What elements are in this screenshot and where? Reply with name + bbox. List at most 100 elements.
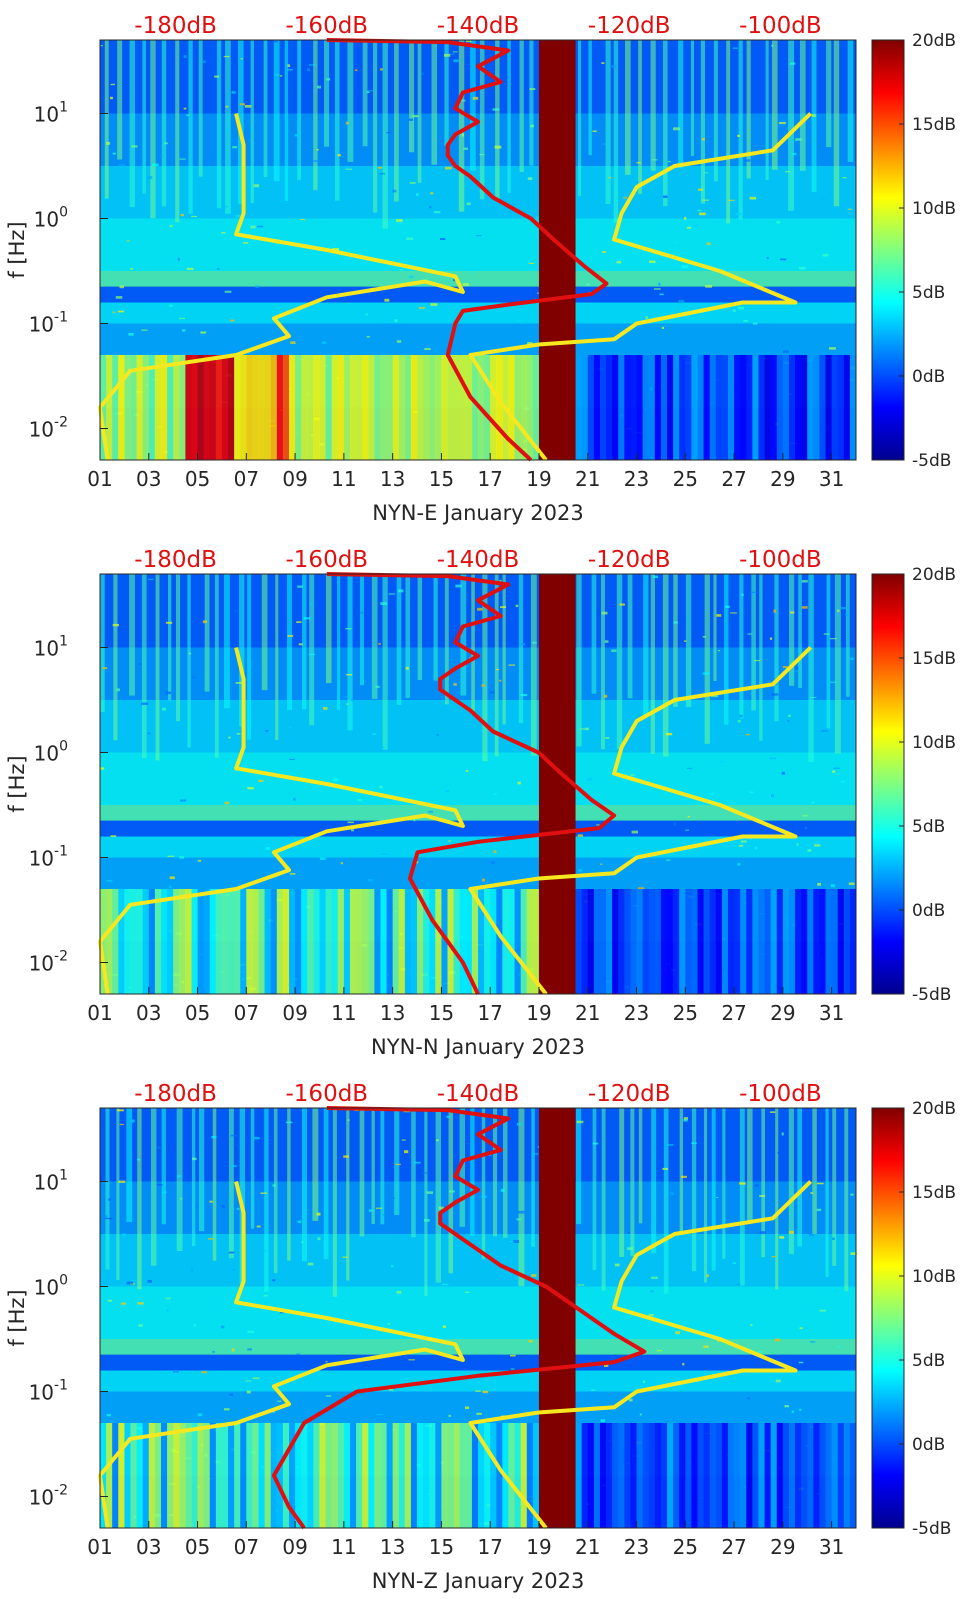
axes-frame (99, 1107, 857, 1529)
x-tick-label: 03 (136, 1535, 161, 1559)
data-gap-band (538, 1108, 576, 1528)
top-db-label: -120dB (588, 1081, 671, 1107)
x-tick-label: 09 (282, 1535, 307, 1559)
yellow-model-curve-right (468, 646, 812, 996)
colorbar (871, 39, 905, 461)
colorbar-label: 10dB (912, 1267, 956, 1287)
x-tick-label: 11 (331, 467, 356, 491)
y-tick-label: 10-2 (29, 1483, 68, 1510)
x-tick-label: 03 (136, 1001, 161, 1025)
x-tick-label: 05 (185, 1001, 210, 1025)
top-db-label: -160dB (286, 547, 369, 573)
x-tick-label: 21 (575, 1535, 600, 1559)
x-tick-label: 09 (282, 1001, 307, 1025)
x-tick-label: 29 (770, 467, 795, 491)
x-tick-label: 05 (185, 467, 210, 491)
colorbar (871, 1107, 905, 1529)
y-tick-label: 10-1 (29, 844, 68, 871)
x-tick-label: 29 (770, 1001, 795, 1025)
panel-nyn-n: 01 03 05 07 09 11 13 15 17 19 21 23 25 27 29 31 10-2 10-1… (5, 547, 956, 1059)
y-tick-label: 10-1 (29, 310, 68, 337)
x-tick-label: 19 (526, 1001, 551, 1025)
colorbar-label: 5dB (912, 817, 945, 837)
x-tick-label: 01 (87, 1535, 112, 1559)
x-tick-label: 23 (624, 1001, 649, 1025)
data-gap-band (538, 574, 576, 994)
x-tick-label: 01 (87, 467, 112, 491)
yellow-model-curve-right (468, 112, 812, 462)
x-tick-label: 25 (673, 467, 698, 491)
data-gap-band (538, 40, 576, 460)
y-tick-label: 10-2 (29, 949, 68, 976)
x-tick-label: 11 (331, 1535, 356, 1559)
colorbar-label: 20dB (912, 31, 956, 51)
x-tick-label: 21 (575, 467, 600, 491)
colorbar-label: 10dB (912, 199, 956, 219)
x-tick-label: 27 (721, 1001, 746, 1025)
top-db-label: -180dB (134, 1081, 217, 1107)
yellow-model-curve-left (98, 1181, 465, 1529)
top-db-label: -160dB (286, 13, 369, 39)
colorbar-label: -5dB (912, 451, 951, 471)
axes-frame (99, 39, 857, 461)
panel-nyn-z: 01 03 05 07 09 11 13 15 17 19 21 23 25 27 29 31 10-2 10-1… (5, 1081, 956, 1593)
x-tick-label: 15 (429, 1001, 454, 1025)
x-tick-label: 19 (526, 467, 551, 491)
x-tick-label: 03 (136, 467, 161, 491)
y-axis-title: f [Hz] (5, 221, 29, 278)
x-tick-label: 11 (331, 1001, 356, 1025)
x-axis-title: NYN-E January 2023 (372, 501, 584, 525)
top-db-label: -100dB (739, 547, 822, 573)
top-db-label: -140dB (437, 547, 520, 573)
colorbar-label: -5dB (912, 985, 951, 1005)
colorbar-label: 10dB (912, 733, 956, 753)
y-tick-label: 10-1 (29, 1378, 68, 1405)
top-db-label: -180dB (134, 547, 217, 573)
colorbar-label: 5dB (912, 1351, 945, 1371)
colorbar (871, 573, 905, 995)
x-tick-label: 23 (624, 467, 649, 491)
colorbar-label: 15dB (912, 115, 956, 135)
top-db-label: -180dB (134, 13, 217, 39)
colorbar-label: 20dB (912, 565, 956, 585)
colorbar-label: 0dB (912, 1435, 945, 1455)
colorbar-label: 5dB (912, 283, 945, 303)
x-tick-label: 21 (575, 1001, 600, 1025)
yellow-model-curve-right (468, 1180, 812, 1530)
x-tick-label: 05 (185, 1535, 210, 1559)
y-tick-label: 101 (34, 1168, 68, 1195)
x-tick-label: 27 (721, 467, 746, 491)
x-tick-label: 15 (429, 1535, 454, 1559)
x-tick-label: 31 (819, 1001, 844, 1025)
y-tick-label: 100 (34, 739, 68, 766)
x-tick-label: 17 (477, 1001, 502, 1025)
x-tick-label: 09 (282, 467, 307, 491)
x-tick-label: 13 (380, 1001, 405, 1025)
x-tick-label: 19 (526, 1535, 551, 1559)
x-tick-label: 13 (380, 467, 405, 491)
y-axis-title: f [Hz] (5, 755, 29, 812)
top-db-label: -160dB (286, 1081, 369, 1107)
x-tick-label: 15 (429, 467, 454, 491)
colorbar-label: 20dB (912, 1099, 956, 1119)
top-db-label: -140dB (437, 13, 520, 39)
top-db-label: -120dB (588, 547, 671, 573)
x-tick-label: 07 (234, 467, 259, 491)
top-db-label: -100dB (739, 13, 822, 39)
colorbar-label: 15dB (912, 1183, 956, 1203)
y-tick-label: 10-2 (29, 415, 68, 442)
axes-frame (99, 573, 857, 995)
red-psd-curve (271, 1106, 647, 1530)
y-tick-label: 100 (34, 205, 68, 232)
red-psd-curve (326, 38, 609, 462)
colorbar-label: 0dB (912, 901, 945, 921)
x-tick-label: 25 (673, 1535, 698, 1559)
colorbar-label: 0dB (912, 367, 945, 387)
y-axis-title: f [Hz] (5, 1289, 29, 1346)
x-tick-label: 07 (234, 1001, 259, 1025)
x-tick-label: 13 (380, 1535, 405, 1559)
y-tick-label: 101 (34, 634, 68, 661)
x-tick-label: 01 (87, 1001, 112, 1025)
x-tick-label: 25 (673, 1001, 698, 1025)
